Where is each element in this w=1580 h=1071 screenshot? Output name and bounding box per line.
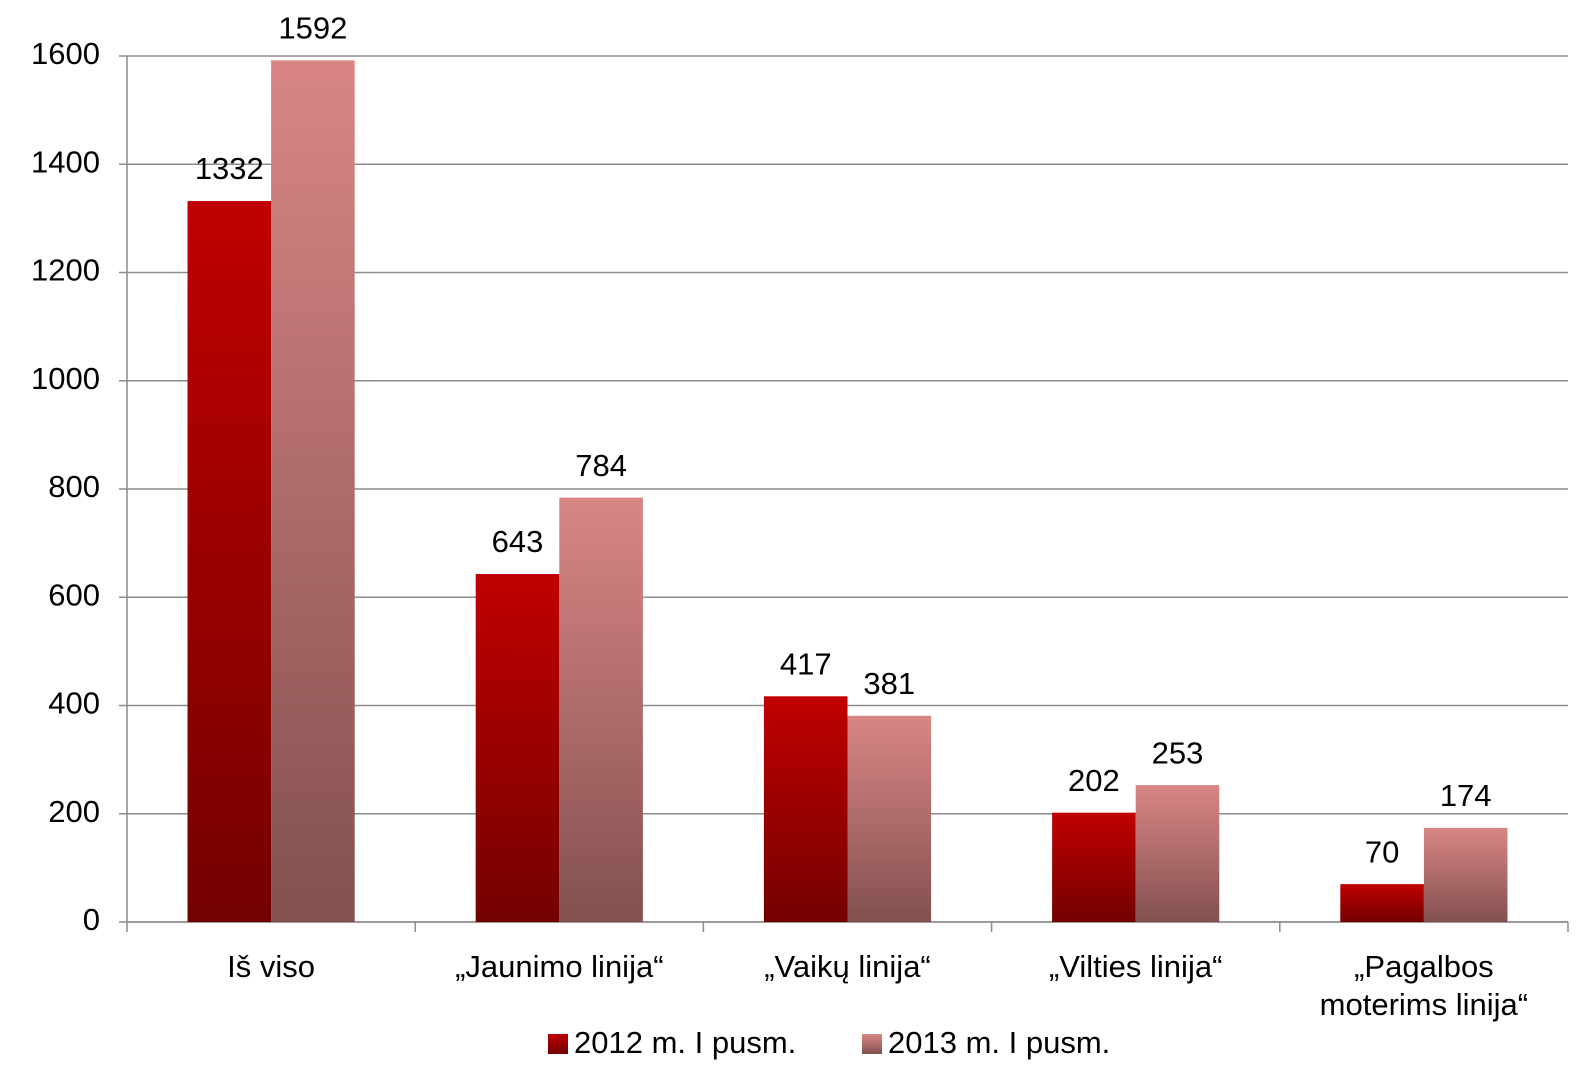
data-label: 174: [1440, 778, 1492, 813]
bar-shade: [1052, 812, 1136, 922]
x-tick-label: „Vilties linija“: [1048, 949, 1223, 984]
legend-label: 2013 m. I pusm.: [888, 1025, 1110, 1060]
y-tick-label: 0: [83, 902, 100, 937]
bar-shade: [1135, 785, 1220, 922]
bar-shade: [475, 573, 560, 922]
bar-shade: [187, 201, 272, 922]
x-tick-label: „Vaikų linija“: [764, 949, 931, 984]
data-label: 1592: [278, 11, 347, 46]
data-label: 417: [780, 646, 832, 681]
data-label: 1332: [195, 151, 264, 186]
bar-shade: [763, 696, 848, 922]
legend-label: 2012 m. I pusm.: [574, 1025, 796, 1060]
legend-swatch-shade: [862, 1034, 882, 1054]
y-tick-label: 1200: [31, 253, 100, 288]
y-tick-label: 1400: [31, 144, 100, 179]
y-tick-label: 1000: [31, 361, 100, 396]
bar-shade: [559, 497, 643, 922]
bar-shade: [1423, 827, 1508, 922]
y-tick-label: 800: [48, 469, 100, 504]
x-tick-label: Iš viso: [227, 949, 316, 984]
bar-shade: [847, 715, 932, 922]
data-label: 381: [863, 666, 915, 701]
bar-shade: [1340, 884, 1424, 922]
data-label: 643: [492, 524, 544, 559]
y-tick-label: 600: [48, 577, 100, 612]
data-label: 202: [1068, 763, 1120, 798]
x-tick-label: „Pagalbos moterims linija“: [1319, 949, 1529, 1022]
data-label: 70: [1365, 834, 1399, 869]
y-tick-label: 200: [48, 794, 100, 829]
y-tick-label: 400: [48, 686, 100, 721]
y-tick-label: 1600: [31, 36, 100, 71]
data-label: 784: [575, 448, 627, 483]
bar-shade: [271, 60, 355, 922]
legend-swatch-shade: [548, 1034, 568, 1054]
x-tick-label: „Jaunimo linija“: [455, 949, 664, 984]
data-label: 253: [1152, 735, 1204, 770]
